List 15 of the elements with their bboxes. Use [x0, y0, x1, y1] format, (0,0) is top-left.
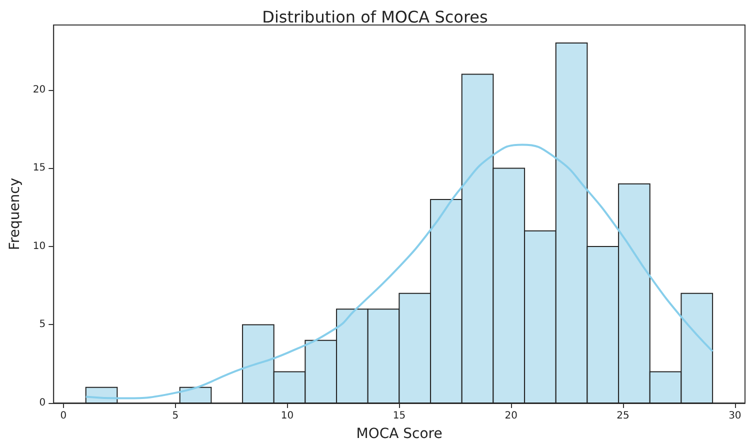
- x-tick-label: 5: [172, 410, 179, 422]
- x-tick-label: 25: [616, 410, 630, 422]
- y-tick-label: 0: [39, 398, 46, 408]
- y-tick-label: 20: [32, 84, 46, 96]
- y-axis-title: Frequency: [7, 178, 23, 250]
- x-tick-label: 15: [392, 410, 406, 422]
- x-tick-label: 0: [60, 410, 67, 422]
- y-tick-label: 5: [39, 319, 46, 330]
- chart-title: Distribution of MOCA Scores: [262, 8, 488, 26]
- y-tick-label: 15: [32, 162, 46, 174]
- x-tick-label: 10: [280, 410, 294, 422]
- y-tick-label: 10: [32, 240, 46, 252]
- x-tick-label: 30: [728, 410, 742, 422]
- x-tick-label: 20: [504, 410, 518, 422]
- x-axis-title: MOCA Score: [356, 426, 442, 442]
